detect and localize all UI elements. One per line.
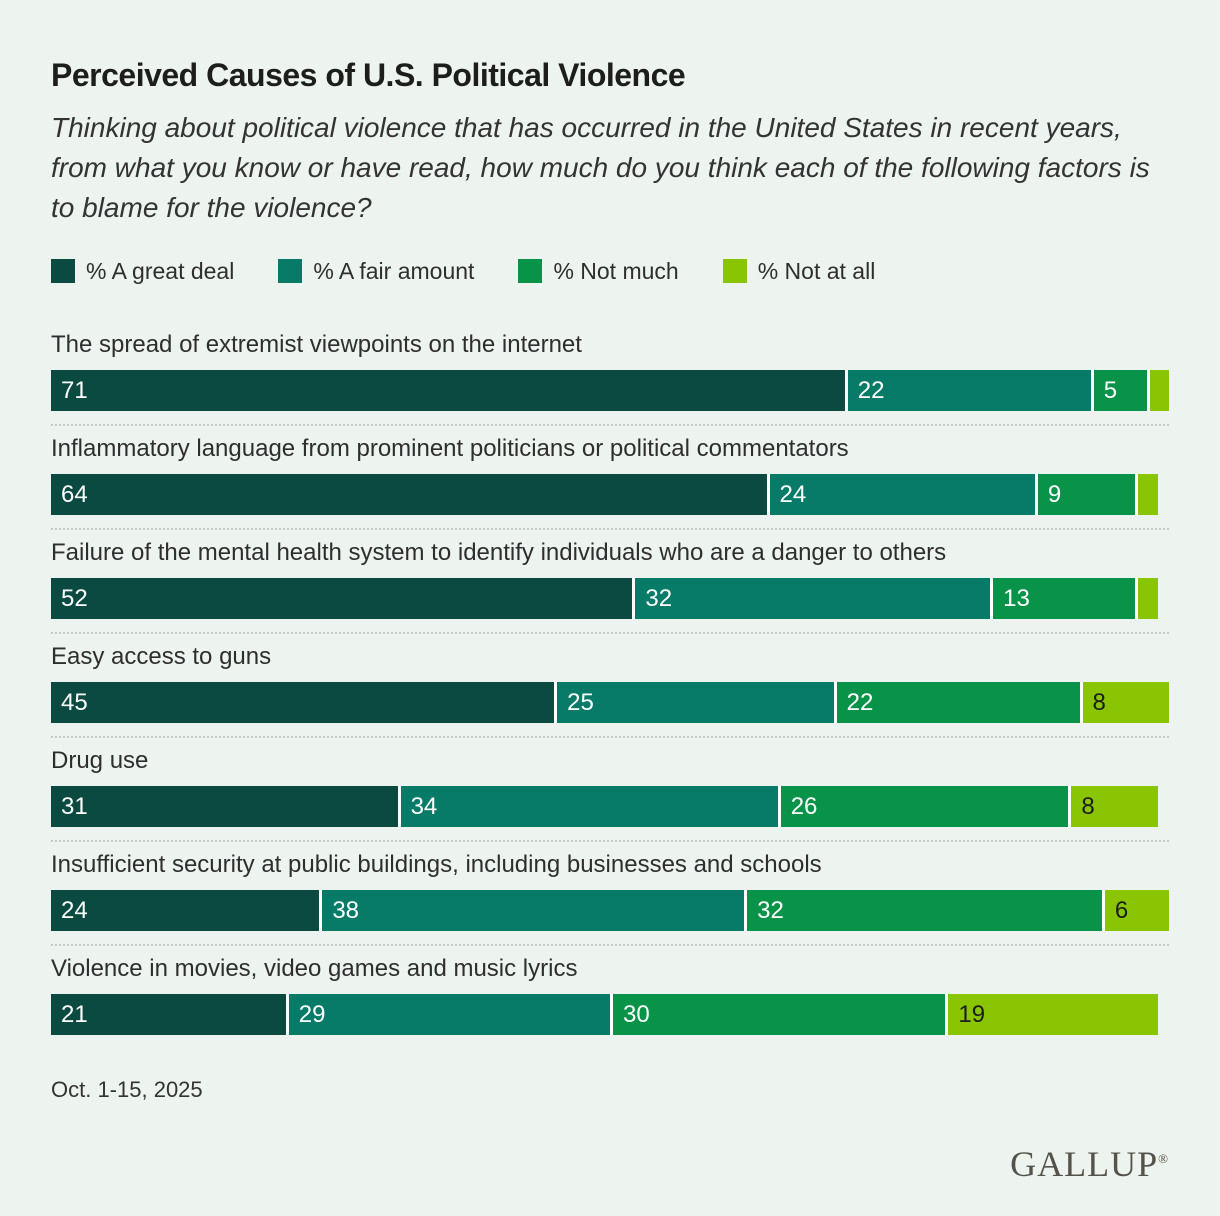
legend-swatch-not-at-all <box>722 259 747 283</box>
chart-row: Insufficient security at public building… <box>51 842 1169 946</box>
survey-date: Oct. 1-15, 2025 <box>51 1077 203 1102</box>
bar-segment-not-much: 30 <box>609 994 946 1035</box>
chart-rows: The spread of extremist viewpoints on th… <box>51 322 1169 1035</box>
bar-segment-not-much: 5 <box>1090 370 1147 411</box>
legend-item-not-at-all: % Not at all <box>722 257 876 285</box>
bar-segment-not-much: 22 <box>833 682 1080 723</box>
bar-value-label: 31 <box>61 792 88 820</box>
bar-segment-a-great-deal: 31 <box>51 786 398 827</box>
bar-value-label: 24 <box>779 480 807 508</box>
chart-subtitle-question: Thinking about political violence that h… <box>51 112 1150 223</box>
bar-value-label: 13 <box>1003 584 1030 612</box>
stacked-bar: 24 38 32 6 <box>51 890 1169 931</box>
bar-segment-a-great-deal: 24 <box>51 890 320 931</box>
bar-value-label: 32 <box>645 584 673 612</box>
bar-value-label: 38 <box>332 896 360 924</box>
bar-value-label: 25 <box>567 688 594 716</box>
legend-swatch-not-much <box>518 259 543 283</box>
bar-segment-a-fair-amount: 38 <box>319 890 745 931</box>
bar-segment-a-fair-amount: 32 <box>632 578 991 619</box>
bar-value-label: 29 <box>298 1000 326 1028</box>
stacked-bar: 31 34 26 8 <box>51 786 1169 827</box>
bar-value-label: 19 <box>958 1000 986 1028</box>
bar-segment-not-at-all: 19 <box>945 994 1158 1035</box>
bar-segment-not-at-all <box>1135 474 1158 515</box>
bar-value-label: 71 <box>61 376 88 404</box>
bar-segment-a-great-deal: 71 <box>51 370 845 411</box>
gallup-logo-text: GALLUP <box>1010 1144 1159 1184</box>
bar-segment-a-great-deal: 45 <box>51 682 555 723</box>
page-title: Perceived Causes of U.S. Political Viole… <box>51 57 686 93</box>
bar-value-label: 30 <box>622 1000 650 1028</box>
bar-segment-a-fair-amount: 22 <box>844 370 1091 411</box>
legend-label-a-fair-amount: % A fair amount <box>313 257 475 284</box>
bar-segment-not-much: 26 <box>777 786 1069 827</box>
stacked-bar: 71 22 5 <box>51 370 1169 411</box>
category-label: The spread of extremist viewpoints on th… <box>51 331 582 358</box>
chart-row: Violence in movies, video games and musi… <box>51 946 1169 1035</box>
legend-swatch-a-fair-amount <box>278 259 303 283</box>
bar-segment-not-at-all: 6 <box>1101 890 1169 931</box>
bar-segment-a-fair-amount: 24 <box>766 474 1035 515</box>
stacked-bar: 21 29 30 19 <box>51 994 1169 1035</box>
bar-value-label: 5 <box>1103 376 1118 404</box>
bar-segment-a-great-deal: 64 <box>51 474 767 515</box>
bar-value-label: 21 <box>61 1000 88 1028</box>
bar-value-label: 26 <box>790 792 818 820</box>
bar-segment-a-fair-amount: 29 <box>285 994 610 1035</box>
chart-row: Easy access to guns 45 25 22 8 <box>51 634 1169 738</box>
bar-value-label: 9 <box>1047 480 1062 508</box>
category-label: Easy access to guns <box>51 643 272 670</box>
legend-item-a-great-deal: % A great deal <box>51 258 234 285</box>
bar-segment-not-much: 13 <box>990 578 1136 619</box>
chart-row: The spread of extremist viewpoints on th… <box>51 322 1169 426</box>
bar-value-label: 52 <box>61 584 88 612</box>
category-label: Violence in movies, video games and musi… <box>51 955 578 982</box>
registered-mark: ® <box>1158 1151 1169 1166</box>
stacked-bar: 64 24 9 <box>51 474 1169 515</box>
chart-row: Inflammatory language from prominent pol… <box>51 426 1169 530</box>
category-label: Failure of the mental health system to i… <box>51 539 947 566</box>
bar-segment-a-great-deal: 21 <box>51 994 286 1035</box>
bar-segment-not-much: 9 <box>1034 474 1136 515</box>
legend-label-not-much: % Not much <box>553 257 679 284</box>
bar-segment-a-great-deal: 52 <box>51 578 633 619</box>
bar-segment-a-fair-amount: 25 <box>554 682 834 723</box>
bar-value-label: 6 <box>1114 896 1129 924</box>
bar-value-label: 34 <box>410 792 438 820</box>
category-label: Inflammatory language from prominent pol… <box>51 435 849 462</box>
bar-value-label: 24 <box>61 896 88 924</box>
category-label: Insufficient security at public building… <box>51 851 822 878</box>
bar-value-label: 8 <box>1081 792 1095 820</box>
bar-value-label: 22 <box>846 688 874 716</box>
bar-segment-not-at-all: 8 <box>1068 786 1158 827</box>
bar-value-label: 32 <box>757 896 784 924</box>
bar-value-label: 45 <box>61 688 88 716</box>
gallup-logo: GALLUP® <box>1010 1143 1169 1185</box>
bar-value-label: 64 <box>61 480 88 508</box>
bar-segment-not-much: 32 <box>744 890 1102 931</box>
legend-item-not-much: % Not much <box>518 257 679 285</box>
bar-segment-not-at-all: 8 <box>1079 682 1169 723</box>
bar-value-label: 22 <box>857 376 885 404</box>
bar-value-label: 8 <box>1092 688 1106 716</box>
legend-label-not-at-all: % Not at all <box>757 257 876 284</box>
footer-brand-line: GALLUP® <box>51 1143 1169 1185</box>
legend-swatch-a-great-deal <box>51 259 75 283</box>
chart-legend: % A great deal % A fair amount % Not much%… <box>51 258 1169 284</box>
stacked-bar: 52 32 13 <box>51 578 1169 619</box>
bar-segment-not-at-all <box>1146 370 1169 411</box>
legend-label-a-great-deal: % A great deal <box>86 257 235 284</box>
category-label: Drug use <box>51 747 149 774</box>
chart-row: Failure of the mental health system to i… <box>51 530 1169 634</box>
legend-item-a-fair-amount: % A fair amount <box>278 258 474 285</box>
stacked-bar: 45 25 22 8 <box>51 682 1169 723</box>
bar-segment-not-at-all <box>1135 578 1158 619</box>
bar-segment-a-fair-amount: 34 <box>397 786 778 827</box>
chart-row: Drug use 31 34 26 8 <box>51 738 1169 842</box>
